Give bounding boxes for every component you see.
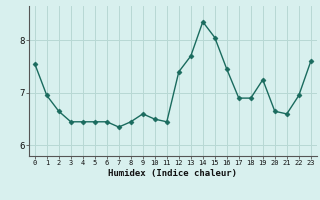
X-axis label: Humidex (Indice chaleur): Humidex (Indice chaleur) bbox=[108, 169, 237, 178]
